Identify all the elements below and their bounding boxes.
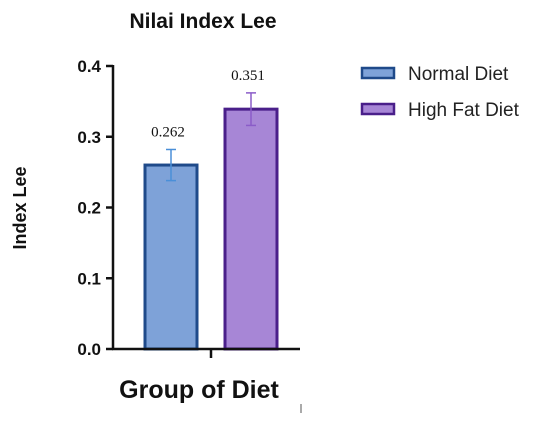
- y-tick-label: 0.0: [77, 340, 101, 359]
- legend-swatch: [360, 102, 396, 116]
- data-label: 0.262: [151, 124, 185, 140]
- bars: 0.262 0.351: [143, 68, 279, 351]
- data-label: 0.351: [231, 68, 265, 84]
- y-tick-label: 0.1: [77, 269, 101, 288]
- y-tick-label: 0.2: [77, 199, 101, 218]
- legend-label: Normal Diet: [408, 64, 509, 85]
- legend-swatch: [360, 66, 396, 80]
- bar: [223, 107, 279, 351]
- y-axis-label: Index Lee: [10, 166, 30, 249]
- bar: [143, 163, 199, 351]
- x-axis-label: Group of Diet: [119, 376, 279, 404]
- legend-label: High Fat Diet: [408, 100, 520, 121]
- y-ticks: 0.0 0.1 0.2 0.3 0.4: [77, 57, 113, 359]
- chart-title: Nilai Index Lee: [129, 10, 276, 33]
- y-tick-label: 0.4: [77, 57, 101, 76]
- y-tick-label: 0.3: [77, 128, 101, 147]
- legend: Normal Diet High Fat Diet: [360, 64, 520, 121]
